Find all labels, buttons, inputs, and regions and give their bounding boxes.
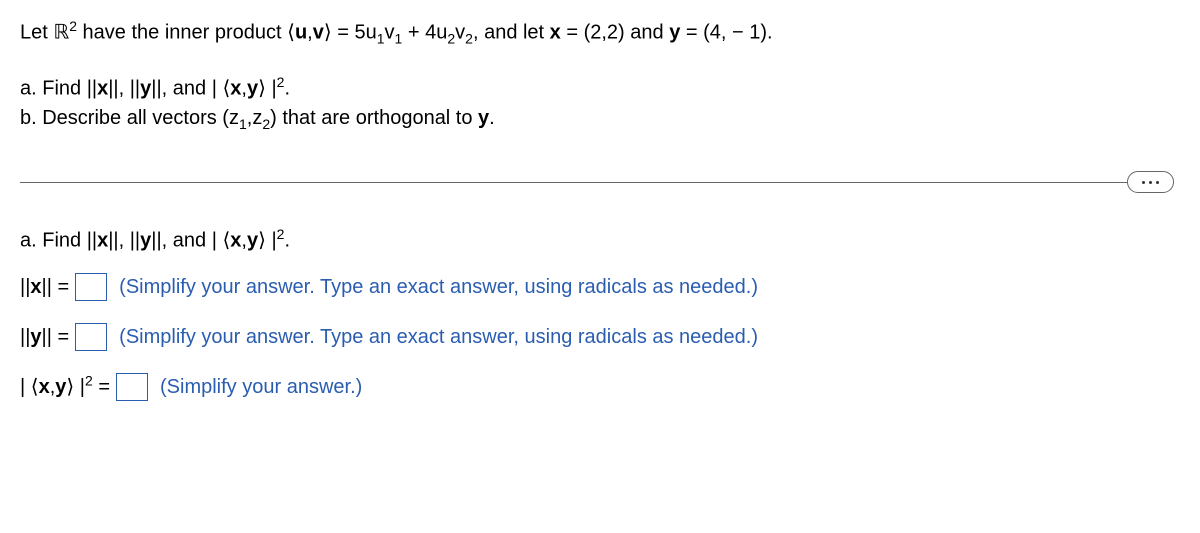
- text: Let: [20, 22, 53, 44]
- abs-close: |: [74, 376, 85, 398]
- input-norm-y[interactable]: [75, 323, 107, 351]
- y: y: [247, 230, 258, 252]
- label: a. Find: [20, 77, 87, 99]
- dot-icon: [1149, 181, 1152, 184]
- more-button[interactable]: [1127, 171, 1174, 193]
- divider-line: [20, 182, 1127, 183]
- angle-open: ⟨: [287, 22, 295, 44]
- eq: =: [52, 276, 69, 298]
- dot: .: [284, 77, 290, 99]
- sub: 2: [262, 116, 270, 132]
- part-b: b. Describe all vectors (z1,z2) that are…: [20, 103, 1180, 135]
- question-parts: a. Find ||x||, ||y||, and | ⟨x,y⟩ |2. b.…: [20, 72, 1180, 136]
- v2: v: [455, 22, 465, 44]
- sep: ,: [119, 77, 130, 99]
- x: x: [39, 376, 50, 398]
- v: v: [313, 22, 324, 44]
- angle-close: ⟩: [324, 22, 332, 44]
- hint-y: (Simplify your answer. Type an exact ans…: [119, 315, 758, 359]
- hint-x: (Simplify your answer. Type an exact ans…: [119, 265, 758, 309]
- text: have the inner product: [77, 22, 287, 44]
- abs-open: |: [212, 230, 223, 252]
- dot-icon: [1142, 181, 1145, 184]
- input-norm-x[interactable]: [75, 273, 107, 301]
- norm-y: y: [140, 77, 151, 99]
- bars: ||: [42, 326, 52, 348]
- text: , and let: [473, 22, 550, 44]
- answer-line-ip: | ⟨x,y⟩ |2 = (Simplify your answer.): [20, 365, 1180, 409]
- label-y: ||y|| =: [20, 315, 69, 359]
- u: u: [295, 22, 307, 44]
- sub: 2: [447, 31, 455, 47]
- sep: , and: [162, 77, 212, 99]
- y: y: [30, 326, 41, 348]
- y: y: [669, 22, 680, 44]
- dot-icon: [1156, 181, 1159, 184]
- abs-close: |: [266, 77, 277, 99]
- answer-section: a. Find ||x||, ||y||, and | ⟨x,y⟩ |2. ||…: [20, 223, 1180, 409]
- real-symbol: ℝ: [53, 22, 69, 44]
- sup: 2: [69, 18, 77, 34]
- sub: 1: [377, 31, 385, 47]
- sep: , and: [162, 230, 212, 252]
- input-ip[interactable]: [116, 373, 148, 401]
- norm-x: x: [97, 230, 108, 252]
- abs-open: |: [20, 376, 31, 398]
- label-x: ||x|| =: [20, 265, 69, 309]
- label-ip: | ⟨x,y⟩ |2 =: [20, 365, 110, 409]
- y: y: [247, 77, 258, 99]
- abs-open: |: [212, 77, 223, 99]
- sub: 1: [239, 116, 247, 132]
- comma: ,z: [247, 107, 263, 129]
- bars: ||: [20, 326, 30, 348]
- y: y: [55, 376, 66, 398]
- eq: =: [93, 376, 110, 398]
- label: b. Describe all vectors: [20, 107, 222, 129]
- y: y: [478, 107, 489, 129]
- v1: v: [385, 22, 395, 44]
- ip-close: ⟩: [258, 77, 266, 99]
- xval: = (2,2) and: [561, 22, 669, 44]
- eq: = 5u: [332, 22, 377, 44]
- x: x: [230, 77, 241, 99]
- label: a. Find: [20, 230, 87, 252]
- problem-statement: Let ℝ2 have the inner product ⟨u,v⟩ = 5u…: [20, 16, 1180, 50]
- bars: ||: [20, 276, 30, 298]
- x: x: [30, 276, 41, 298]
- vec-close: ): [270, 107, 277, 129]
- plus: + 4u: [402, 22, 447, 44]
- answer-line-y: ||y|| = (Simplify your answer. Type an e…: [20, 315, 1180, 359]
- vec-open: (z: [222, 107, 239, 129]
- dot: .: [284, 230, 290, 252]
- ip-open: ⟨: [31, 376, 39, 398]
- part-a: a. Find ||x||, ||y||, and | ⟨x,y⟩ |2.: [20, 72, 1180, 104]
- dot: .: [489, 107, 495, 129]
- answer-heading: a. Find ||x||, ||y||, and | ⟨x,y⟩ |2.: [20, 223, 1180, 257]
- bars: ||: [42, 276, 52, 298]
- norm-x: x: [97, 77, 108, 99]
- sep: ,: [119, 230, 130, 252]
- yval: = (4, − 1).: [680, 22, 772, 44]
- mid: that are orthogonal to: [277, 107, 478, 129]
- x: x: [550, 22, 561, 44]
- sup: 2: [85, 372, 93, 388]
- abs-close: |: [266, 230, 277, 252]
- x: x: [230, 230, 241, 252]
- divider-row: [20, 171, 1180, 193]
- norm-y: y: [140, 230, 151, 252]
- eq: =: [52, 326, 69, 348]
- ip-close: ⟩: [258, 230, 266, 252]
- sub: 2: [465, 31, 473, 47]
- answer-line-x: ||x|| = (Simplify your answer. Type an e…: [20, 265, 1180, 309]
- hint-ip: (Simplify your answer.): [160, 365, 362, 409]
